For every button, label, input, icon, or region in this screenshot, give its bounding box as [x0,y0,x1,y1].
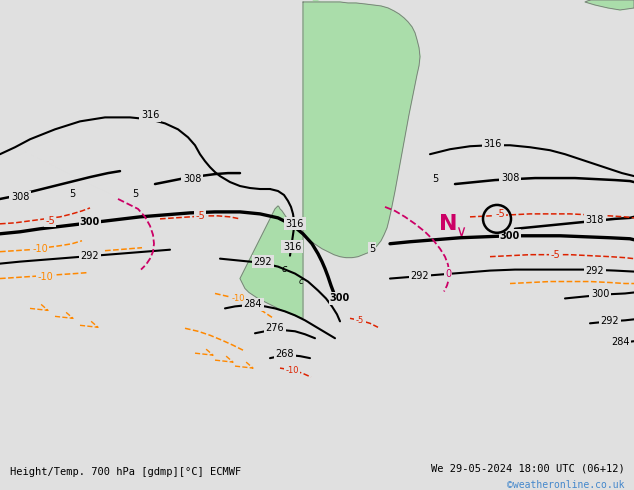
Text: -5: -5 [45,216,55,226]
Text: 318: 318 [586,215,604,225]
Text: 308: 308 [183,174,201,184]
Text: 316: 316 [283,242,301,252]
Text: 292: 292 [81,251,100,261]
Text: We 29-05-2024 18:00 UTC (06+12): We 29-05-2024 18:00 UTC (06+12) [430,464,624,474]
Text: 5: 5 [132,189,138,199]
Text: 284: 284 [611,337,630,347]
Text: Height/Temp. 700 hPa [gdmp][°C] ECMWF: Height/Temp. 700 hPa [gdmp][°C] ECMWF [10,467,241,477]
Polygon shape [313,0,320,4]
Text: 308: 308 [501,173,519,183]
Text: ∨: ∨ [455,224,467,239]
Text: 292: 292 [254,257,273,267]
Text: 308: 308 [11,192,29,202]
Text: -5: -5 [195,211,205,221]
Text: 292: 292 [411,270,429,281]
Text: 268: 268 [276,349,294,359]
Polygon shape [240,2,420,318]
Text: 292: 292 [600,317,619,326]
Text: 300: 300 [500,231,520,241]
Text: 292: 292 [586,266,604,275]
Text: -5: -5 [495,209,505,219]
Text: -10: -10 [37,271,53,282]
Text: 5: 5 [69,189,75,199]
Text: -10: -10 [285,366,299,374]
Text: c: c [281,264,287,273]
Text: 0: 0 [445,269,451,279]
Polygon shape [585,0,634,10]
Text: 300: 300 [330,294,350,303]
Text: 5: 5 [369,244,375,254]
Text: c: c [299,277,303,286]
Text: -10: -10 [32,244,48,254]
Text: 316: 316 [484,139,502,149]
Text: N: N [439,214,457,234]
Text: 300: 300 [591,290,609,299]
Text: -10: -10 [231,294,245,303]
Text: -5: -5 [550,250,560,260]
Text: 300: 300 [80,217,100,227]
Text: 5: 5 [432,174,438,184]
Text: 276: 276 [266,323,284,333]
Text: -5: -5 [356,316,364,325]
Text: ©weatheronline.co.uk: ©weatheronline.co.uk [507,480,624,490]
Text: 284: 284 [243,299,262,309]
Text: 316: 316 [286,219,304,229]
Text: 316: 316 [141,110,159,121]
